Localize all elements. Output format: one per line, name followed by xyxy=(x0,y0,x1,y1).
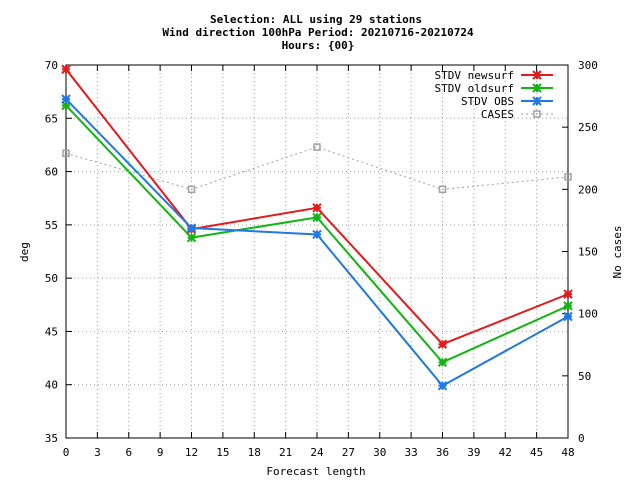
series xyxy=(61,64,573,391)
data-point-cases xyxy=(313,143,321,151)
y-tick-label: 50 xyxy=(45,272,58,285)
x-tick-label: 0 xyxy=(63,446,70,459)
x-tick-label: 24 xyxy=(310,446,324,459)
legend-label: STDV oldsurf xyxy=(435,82,514,95)
y2-tick-label: 150 xyxy=(578,246,598,259)
legend-swatch-marker xyxy=(532,83,542,93)
x-tick-label: 36 xyxy=(436,446,449,459)
y2-tick-label: 300 xyxy=(578,59,598,72)
legend-label: STDV OBS xyxy=(461,95,514,108)
x-tick-label: 12 xyxy=(185,446,198,459)
legend-swatch-marker xyxy=(532,96,542,106)
data-point-stdv-newsurf xyxy=(61,64,71,74)
y-axis-label: deg xyxy=(18,242,31,262)
legend-entry-stdv-newsurf: STDV newsurf xyxy=(435,69,553,82)
data-point-stdv-newsurf xyxy=(312,203,322,213)
marker-stroke xyxy=(563,289,573,299)
data-point-cases xyxy=(62,149,70,158)
data-point-stdv-obs xyxy=(437,381,448,391)
y2-tick-label: 200 xyxy=(578,183,598,196)
marker-stroke xyxy=(312,203,322,213)
x-axis-label: Forecast length xyxy=(266,465,365,478)
legend-label: STDV newsurf xyxy=(435,69,514,82)
x-tick-label: 9 xyxy=(157,446,164,459)
marker-stroke xyxy=(563,301,573,311)
x-tick-label: 45 xyxy=(530,446,543,459)
series-cases xyxy=(62,143,572,194)
legend-swatch-marker xyxy=(532,70,542,80)
marker-stroke xyxy=(312,212,322,223)
data-point-cases xyxy=(438,185,447,194)
marker-stroke xyxy=(532,70,542,80)
y2-tick-label: 100 xyxy=(578,308,598,321)
x-tick-label: 21 xyxy=(279,446,292,459)
marker-stroke xyxy=(563,311,573,322)
legend-entry-stdv-obs: STDV OBS xyxy=(461,95,553,108)
y-tick-label: 60 xyxy=(45,166,58,179)
title-line-1: Selection: ALL using 29 stations xyxy=(210,13,422,26)
marker-stroke xyxy=(186,232,197,243)
legend-label: CASES xyxy=(481,108,514,121)
marker-stroke xyxy=(186,223,197,233)
x-tick-label: 39 xyxy=(467,446,480,459)
legend-entry-cases: CASES xyxy=(481,108,553,121)
title-line-3: Hours: {00} xyxy=(282,39,355,52)
x-tick-label: 6 xyxy=(125,446,132,459)
x-tick-label: 30 xyxy=(373,446,386,459)
x-tick-label: 3 xyxy=(94,446,101,459)
marker-stroke xyxy=(532,83,542,93)
y2-tick-label: 250 xyxy=(578,121,598,134)
y-tick-label: 45 xyxy=(45,325,58,338)
data-point-cases xyxy=(564,173,572,181)
axes xyxy=(65,64,569,439)
marker-stroke xyxy=(312,229,322,240)
data-point-stdv-obs xyxy=(563,311,573,322)
legend-entry-stdv-oldsurf: STDV oldsurf xyxy=(435,82,553,95)
data-point-stdv-oldsurf xyxy=(312,212,322,223)
marker-stroke xyxy=(437,357,448,368)
marker-stroke xyxy=(61,94,71,104)
y2-axis-label: No cases xyxy=(611,226,624,279)
data-point-stdv-obs xyxy=(312,229,322,240)
chart-title: Selection: ALL using 29 stations Wind di… xyxy=(162,13,474,52)
y-tick-label: 70 xyxy=(45,59,58,72)
marker-stroke xyxy=(61,64,71,74)
y-tick-label: 55 xyxy=(45,219,58,232)
data-point-stdv-oldsurf xyxy=(563,301,573,311)
y-tick-label: 35 xyxy=(45,432,58,445)
y-tick-label: 65 xyxy=(45,112,58,125)
data-point-stdv-newsurf xyxy=(563,289,573,299)
y2-tick-label: 50 xyxy=(578,370,591,383)
series-stdv-obs xyxy=(61,94,573,391)
x-tick-label: 48 xyxy=(561,446,574,459)
marker-stroke xyxy=(532,96,542,106)
series-line-stdv-obs xyxy=(65,98,569,388)
x-tick-label: 27 xyxy=(342,446,355,459)
tick-labels: 0 3 6 9 12 15 18 21 24 27 30 33 36 39 42 45 483540455055… xyxy=(45,59,598,459)
marker-stroke xyxy=(437,339,448,349)
title-line-2: Wind direction 100hPa Period: 20210716-2… xyxy=(162,26,474,39)
data-point-stdv-obs xyxy=(186,223,197,233)
y2-tick-label: 0 xyxy=(578,432,585,445)
x-tick-label: 42 xyxy=(499,446,512,459)
data-point-cases xyxy=(187,185,196,194)
data-point-stdv-oldsurf xyxy=(437,357,448,368)
data-point-stdv-oldsurf xyxy=(186,232,197,243)
x-tick-label: 15 xyxy=(216,446,229,459)
y-tick-label: 40 xyxy=(45,379,58,392)
x-tick-label: 33 xyxy=(405,446,418,459)
x-tick-label: 18 xyxy=(248,446,261,459)
legend-swatch-marker xyxy=(533,110,541,118)
marker-stroke xyxy=(437,381,448,391)
data-point-stdv-obs xyxy=(61,94,71,104)
data-point-stdv-newsurf xyxy=(437,339,448,349)
